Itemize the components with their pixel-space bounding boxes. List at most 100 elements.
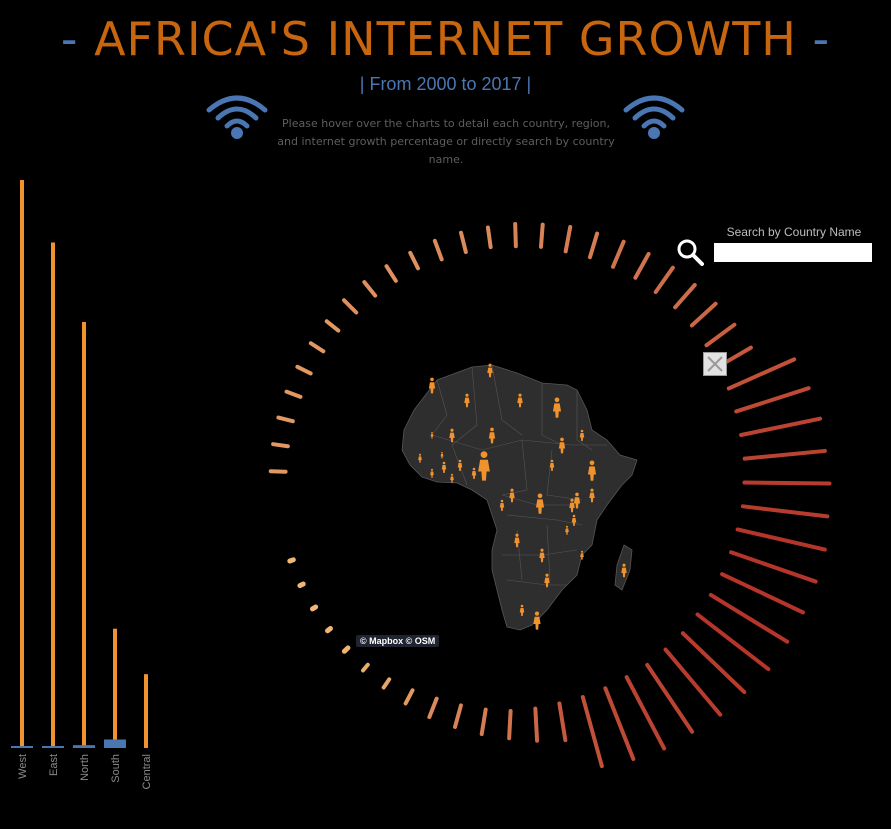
radial-bar-29[interactable]	[742, 448, 827, 461]
person-icon[interactable]	[565, 525, 569, 535]
radial-bar-50[interactable]	[381, 677, 392, 690]
radial-bar-7[interactable]	[324, 319, 341, 333]
madagascar[interactable]	[614, 544, 633, 591]
radial-bar-52[interactable]	[341, 645, 351, 654]
person-icon[interactable]	[579, 429, 585, 441]
person-icon[interactable]	[450, 473, 454, 483]
person-icon[interactable]	[478, 451, 490, 481]
person-icon[interactable]	[430, 431, 434, 439]
radial-bar-51[interactable]	[361, 662, 370, 673]
person-icon[interactable]	[544, 573, 550, 588]
bar-south[interactable]	[113, 628, 117, 748]
radial-bar-47[interactable]	[453, 703, 463, 729]
regional-bar-chart[interactable]: West East North South Central	[0, 170, 170, 810]
radial-bar-21[interactable]	[653, 265, 675, 294]
country-markers[interactable]	[418, 363, 627, 630]
radial-bar-39[interactable]	[645, 662, 695, 734]
radial-bar-26[interactable]	[726, 357, 797, 391]
radial-bar-32[interactable]	[735, 527, 827, 552]
radial-bar-42[interactable]	[580, 695, 604, 769]
bar-west[interactable]	[20, 180, 24, 748]
person-icon[interactable]	[569, 498, 575, 513]
person-icon[interactable]	[488, 427, 496, 444]
person-icon[interactable]	[587, 460, 597, 481]
radial-bar-30[interactable]	[742, 480, 832, 486]
person-icon[interactable]	[558, 437, 566, 454]
radial-bar-55[interactable]	[297, 581, 306, 589]
radial-bar-1[interactable]	[268, 469, 288, 474]
person-icon[interactable]	[471, 467, 477, 479]
person-icon[interactable]	[573, 492, 581, 509]
radial-bar-11[interactable]	[408, 250, 420, 271]
person-icon[interactable]	[589, 488, 595, 503]
radial-bar-45[interactable]	[507, 709, 513, 741]
person-icon[interactable]	[499, 499, 505, 511]
bar-secondary-south[interactable]	[104, 739, 126, 748]
radial-bar-22[interactable]	[673, 283, 697, 310]
radial-bar-14[interactable]	[485, 225, 493, 250]
radial-bar-3[interactable]	[276, 415, 295, 424]
person-icon[interactable]	[441, 461, 447, 473]
person-icon[interactable]	[580, 550, 584, 560]
bar-east[interactable]	[51, 242, 55, 748]
radial-bar-13[interactable]	[459, 230, 468, 254]
person-icon[interactable]	[571, 514, 577, 526]
person-icon[interactable]	[457, 459, 463, 471]
radial-bar-56[interactable]	[287, 557, 296, 564]
africa-landmass[interactable]	[401, 364, 638, 631]
person-icon[interactable]	[535, 493, 545, 514]
clear-filter-button[interactable]	[703, 352, 727, 376]
radial-bar-5[interactable]	[295, 364, 313, 376]
person-icon[interactable]	[487, 363, 493, 378]
radial-bar-23[interactable]	[689, 301, 718, 328]
person-icon[interactable]	[552, 397, 562, 418]
radial-bar-24[interactable]	[704, 322, 737, 348]
person-icon[interactable]	[428, 377, 436, 394]
bar-central[interactable]	[144, 674, 148, 748]
radial-bar-4[interactable]	[284, 389, 303, 399]
radial-bar-37[interactable]	[680, 631, 747, 695]
radial-bar-20[interactable]	[633, 251, 651, 280]
radial-bar-18[interactable]	[587, 231, 600, 260]
person-icon[interactable]	[533, 611, 541, 630]
radial-bar-31[interactable]	[740, 504, 830, 519]
radial-bar-54[interactable]	[309, 604, 319, 612]
person-icon[interactable]	[430, 468, 434, 478]
bar-north[interactable]	[82, 322, 86, 748]
person-icon[interactable]	[519, 604, 525, 616]
radial-bar-44[interactable]	[533, 706, 540, 743]
radial-bar-53[interactable]	[325, 625, 333, 634]
radial-bar-46[interactable]	[479, 707, 488, 737]
radial-bar-48[interactable]	[427, 696, 439, 720]
person-icon[interactable]	[621, 563, 627, 578]
radial-bar-40[interactable]	[624, 675, 667, 751]
radial-bar-19[interactable]	[611, 239, 626, 269]
radial-bar-43[interactable]	[557, 701, 568, 743]
bar-secondary-north[interactable]	[73, 745, 95, 748]
radial-bar-2[interactable]	[271, 442, 290, 449]
bar-secondary-east[interactable]	[42, 746, 64, 748]
radial-bar-6[interactable]	[308, 341, 326, 354]
person-icon[interactable]	[539, 548, 545, 563]
radial-bar-16[interactable]	[538, 222, 545, 249]
radial-bar-27[interactable]	[734, 386, 811, 414]
radial-bar-9[interactable]	[362, 280, 378, 298]
radial-bar-36[interactable]	[695, 612, 771, 672]
radial-bar-49[interactable]	[403, 688, 415, 706]
person-icon[interactable]	[549, 459, 555, 471]
africa-map[interactable]	[392, 355, 682, 640]
radial-bar-8[interactable]	[342, 298, 359, 315]
radial-bar-10[interactable]	[384, 264, 398, 283]
radial-bar-33[interactable]	[729, 550, 818, 584]
person-icon[interactable]	[449, 428, 455, 443]
map-credit[interactable]: © Mapbox © OSM	[356, 635, 440, 647]
search-icon[interactable]	[676, 238, 704, 266]
person-icon[interactable]	[440, 451, 444, 459]
person-icon[interactable]	[418, 453, 422, 463]
person-icon[interactable]	[517, 393, 523, 408]
person-icon[interactable]	[514, 533, 520, 548]
search-input[interactable]	[714, 243, 872, 262]
radial-bar-15[interactable]	[513, 221, 518, 249]
radial-bar-38[interactable]	[663, 647, 723, 717]
